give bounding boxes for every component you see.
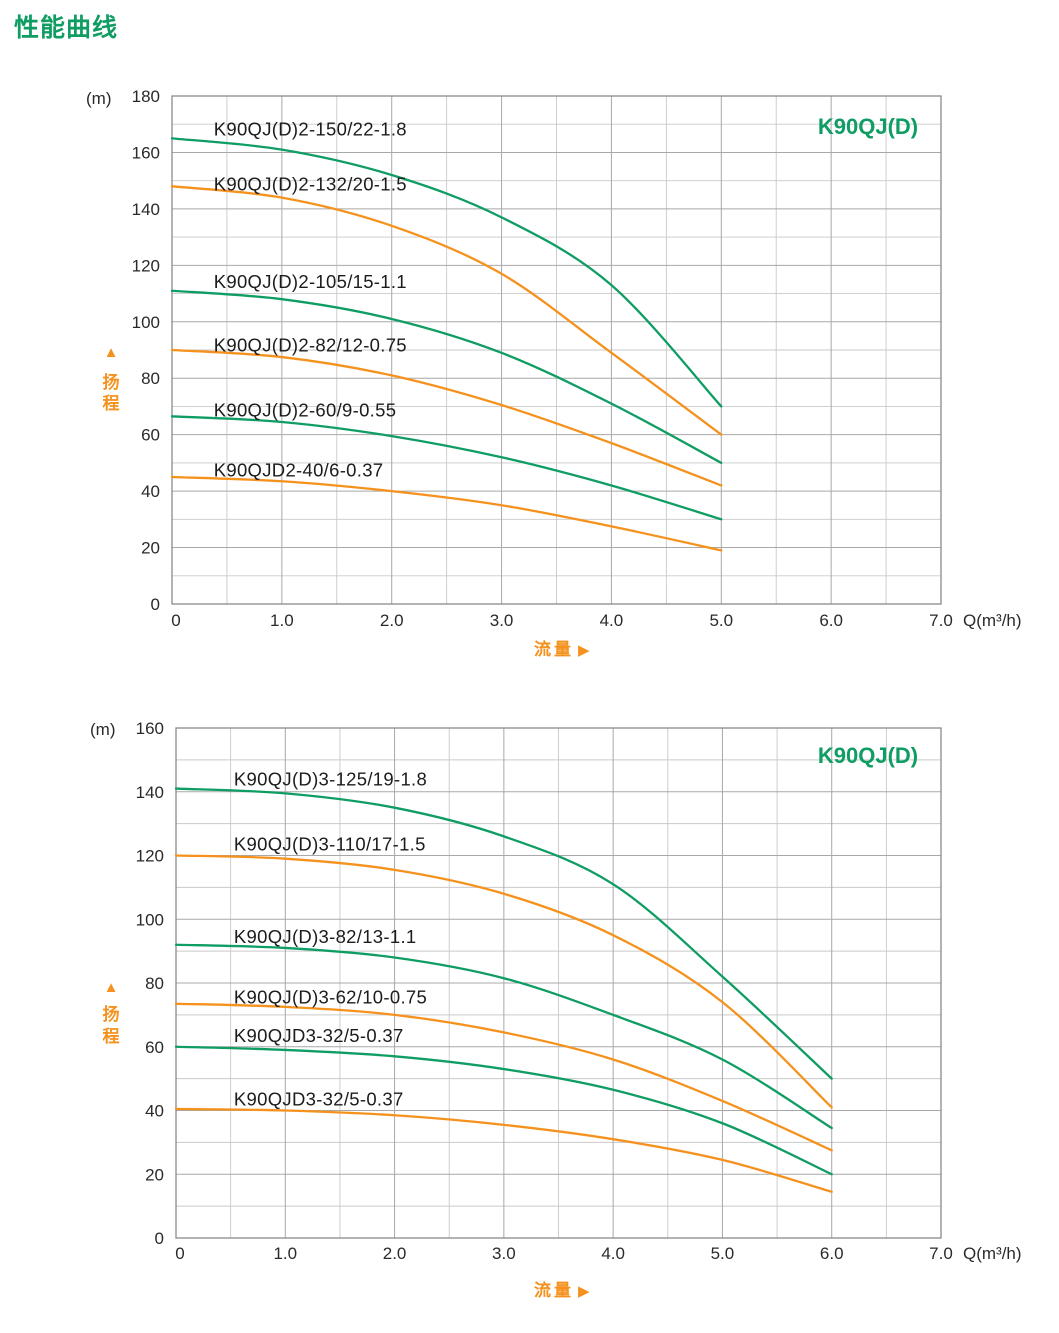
y-tick-label: 40 [141, 482, 160, 501]
pump-curve-4 [174, 1002, 833, 1152]
curve-label-3: K90QJ(D)2-105/15-1.1 [214, 271, 407, 292]
x-tick-label: 5.0 [711, 1244, 735, 1263]
curve-label-6: K90QJD3-32/5-0.37 [234, 1089, 404, 1110]
head-axis-label: 扬 [103, 1004, 120, 1024]
y-tick-label: 20 [145, 1165, 164, 1184]
x-tick-label: 0 [171, 611, 180, 630]
curve-label-2: K90QJ(D)2-132/20-1.5 [214, 174, 407, 195]
x-tick-label: 7.0 [929, 1244, 953, 1263]
x-tick-label: 4.0 [601, 1244, 625, 1263]
pump-curve-2 [174, 854, 833, 1109]
flow-arrow-icon: ▶ [578, 1283, 590, 1300]
y-tick-label: 140 [136, 783, 164, 802]
pump-curve-3 [174, 943, 833, 1130]
y-unit-label: (m) [86, 89, 111, 108]
x-axis-unit-label: Q(m³/h) [963, 1244, 1022, 1263]
x-tick-label: 3.0 [490, 611, 514, 630]
y-unit-label: (m) [90, 720, 115, 739]
gridlines-minor [172, 96, 941, 604]
flow-axis-label: 流量 [534, 639, 574, 659]
x-tick-label: 6.0 [819, 611, 843, 630]
curve-label-3: K90QJ(D)3-82/13-1.1 [234, 926, 417, 947]
curve-label-4: K90QJ(D)2-82/12-0.75 [214, 334, 407, 355]
y-tick-label: 0 [151, 595, 160, 614]
y-tick-label: 0 [155, 1229, 164, 1248]
flow-arrow-icon: ▶ [578, 642, 590, 659]
pump-curve-1 [174, 787, 833, 1080]
head-axis-label: 程 [103, 394, 120, 413]
curve-label-4: K90QJ(D)3-62/10-0.75 [234, 987, 427, 1008]
head-axis-label: 扬 [103, 372, 120, 392]
head-arrow-icon: ▲ [104, 979, 119, 996]
x-tick-label: 2.0 [380, 611, 404, 630]
curve-label-2: K90QJ(D)3-110/17-1.5 [234, 834, 426, 855]
x-tick-label: 1.0 [273, 1244, 297, 1263]
curve-label-5: K90QJD3-32/5-0.37 [234, 1025, 404, 1046]
pump-curve-4 [170, 348, 723, 487]
curve-label-5: K90QJ(D)2-60/9-0.55 [214, 399, 397, 420]
y-tick-label: 40 [145, 1102, 164, 1121]
y-tick-label: 120 [132, 256, 160, 275]
x-tick-label: 4.0 [600, 611, 624, 630]
curve-label-1: K90QJ(D)3-125/19-1.8 [234, 768, 427, 789]
x-tick-label: 3.0 [492, 1244, 516, 1263]
y-tick-label: 100 [132, 313, 160, 332]
x-tick-label: 5.0 [709, 611, 733, 630]
head-axis-label: 程 [103, 1027, 120, 1046]
pump-curve-1 [170, 137, 723, 408]
y-tick-label: 60 [141, 426, 160, 445]
x-tick-label: 7.0 [929, 611, 953, 630]
y-tick-label: 160 [132, 143, 160, 162]
curve-label-6: K90QJD2-40/6-0.37 [214, 459, 384, 480]
x-tick-label: 1.0 [270, 611, 294, 630]
pump-curve-2 [170, 185, 723, 436]
y-tick-label: 100 [136, 910, 164, 929]
x-tick-label: 0 [175, 1244, 184, 1263]
curve-label-1: K90QJ(D)2-150/22-1.8 [214, 119, 407, 140]
pump-curve-5 [174, 1045, 833, 1176]
y-tick-label: 160 [136, 719, 164, 738]
chart-title: K90QJ(D) [818, 743, 918, 768]
flow-axis-label: 流量 [534, 1280, 574, 1300]
y-tick-label: 20 [141, 539, 160, 558]
plot-border [175, 727, 942, 1239]
x-axis-unit-label: Q(m³/h) [963, 611, 1022, 630]
x-tick-label: 2.0 [383, 1244, 407, 1263]
y-tick-label: 80 [141, 369, 160, 388]
chart-title: K90QJ(D) [818, 114, 918, 139]
pump-curve-6 [170, 475, 723, 552]
pump-curve-6 [174, 1107, 833, 1193]
y-tick-label: 60 [145, 1038, 164, 1057]
y-tick-label: 140 [132, 200, 160, 219]
y-tick-label: 120 [136, 847, 164, 866]
head-arrow-icon: ▲ [104, 344, 119, 361]
page-heading: 性能曲线 [14, 14, 119, 42]
x-tick-label: 6.0 [820, 1244, 844, 1263]
pump-curve-5 [170, 415, 723, 521]
y-tick-label: 80 [145, 974, 164, 993]
pump-curve-3 [170, 289, 723, 465]
y-tick-label: 180 [132, 87, 160, 106]
